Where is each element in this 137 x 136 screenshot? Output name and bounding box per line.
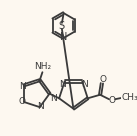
Text: N: N <box>50 94 56 103</box>
Text: O: O <box>19 98 26 106</box>
Text: NH₂: NH₂ <box>34 62 51 71</box>
Text: N: N <box>60 32 67 42</box>
Text: N: N <box>59 80 66 89</box>
Text: N: N <box>37 102 44 111</box>
Text: S: S <box>59 21 65 31</box>
Text: N: N <box>81 80 87 89</box>
Text: N: N <box>19 82 25 91</box>
Text: CH₃: CH₃ <box>122 93 137 102</box>
Text: O: O <box>99 75 106 84</box>
Text: O: O <box>108 96 115 105</box>
